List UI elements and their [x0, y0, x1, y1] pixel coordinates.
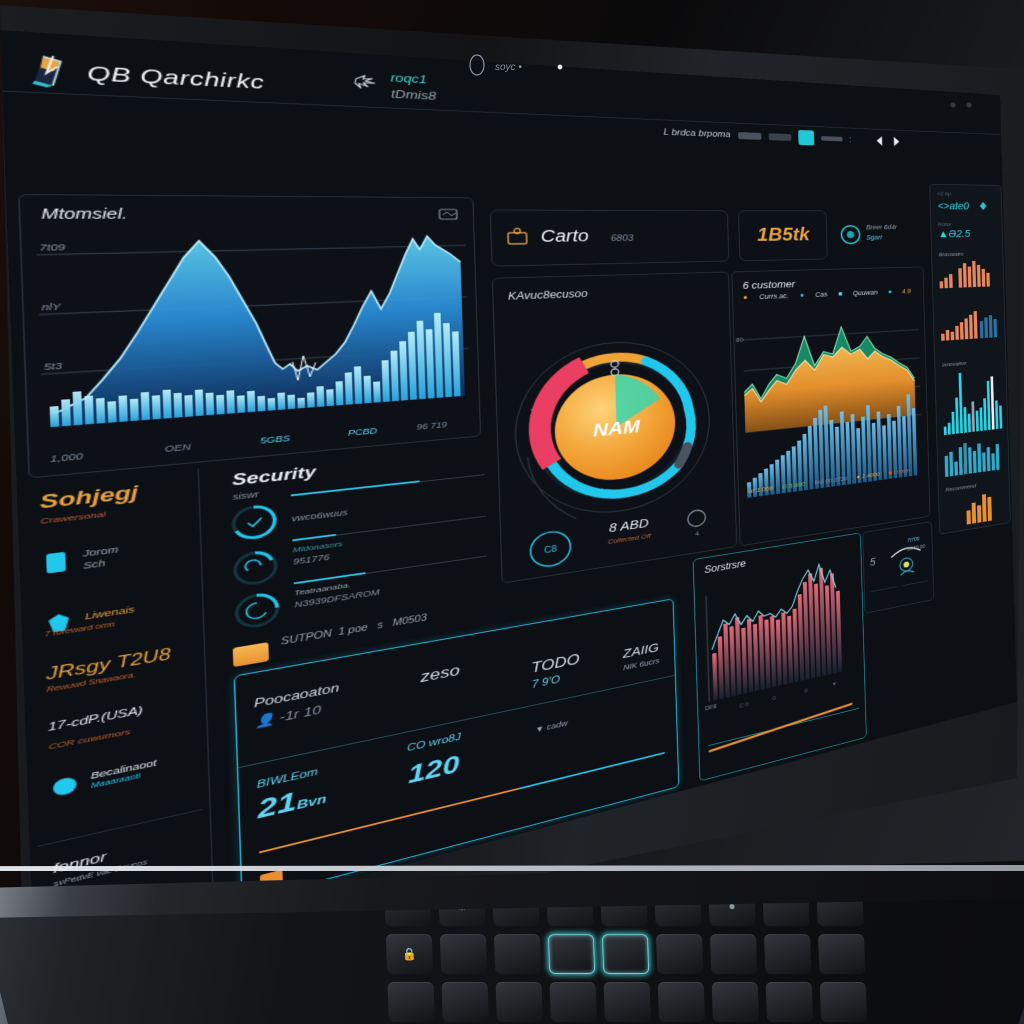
svg-text:0: 0	[804, 688, 807, 694]
svg-text:C 0: C 0	[739, 701, 748, 709]
svg-text:DF8: DF8	[705, 703, 717, 712]
svg-text:nlY: nlY	[41, 302, 62, 313]
svg-text:4: 4	[695, 530, 699, 537]
svg-text:C8: C8	[544, 544, 557, 555]
svg-text:soyc •: soyc •	[495, 62, 522, 73]
svg-text:80: 80	[736, 337, 744, 344]
svg-text:▼: ▼	[832, 681, 837, 688]
svg-text:8 ABD: 8 ABD	[609, 516, 649, 535]
svg-text:0: 0	[772, 695, 775, 702]
svg-text:7t09: 7t09	[39, 243, 66, 253]
svg-text:5t3: 5t3	[44, 361, 63, 372]
